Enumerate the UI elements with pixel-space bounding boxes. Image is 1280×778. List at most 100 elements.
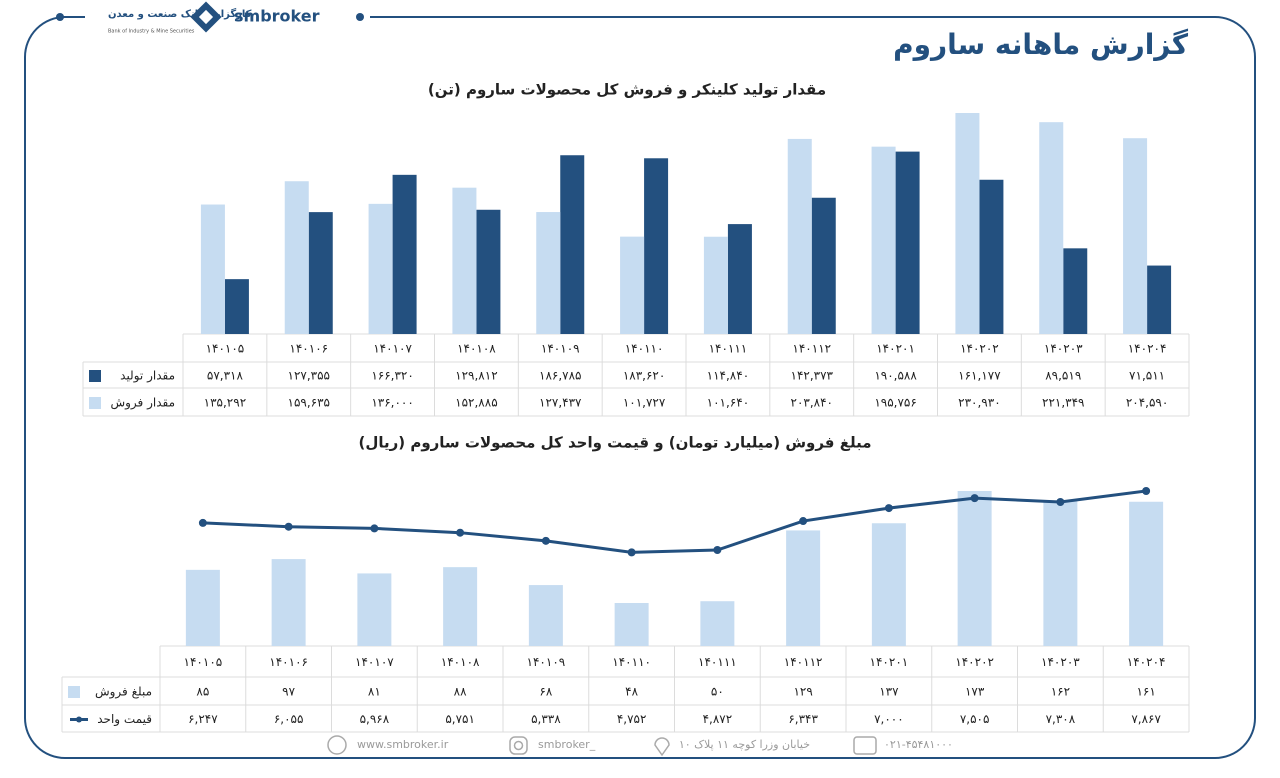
line-point <box>1056 498 1065 507</box>
value-label: ۷,۰۰۰ <box>874 712 904 726</box>
bar <box>528 585 563 646</box>
bar <box>1043 500 1078 646</box>
value-label: ۲۲۱,۳۴۹ <box>1042 396 1085 410</box>
bar <box>185 569 220 646</box>
bar <box>200 204 225 334</box>
value-label: ۵۷,۳۱۸ <box>207 369 244 383</box>
instagram: smbroker_ <box>538 738 596 751</box>
category-label: ۱۴۰۱۰۹ <box>541 342 580 356</box>
category-label: ۱۴۰۱۱۰ <box>625 342 664 356</box>
bar <box>452 187 477 334</box>
value-label: ۱۹۵,۷۵۶ <box>874 396 917 410</box>
value-label: ۱۱۴,۸۴۰ <box>707 369 750 383</box>
bar <box>392 174 417 334</box>
value-label: ۵,۷۵۱ <box>445 712 475 726</box>
bar <box>811 197 836 334</box>
value-label: ۱۰۱,۷۲۷ <box>623 396 666 410</box>
dot <box>356 13 364 21</box>
bar <box>614 602 649 646</box>
bar <box>727 224 752 334</box>
category-label: ۱۴۰۲۰۳ <box>1041 655 1080 669</box>
legend-swatch <box>89 397 101 409</box>
category-label: ۱۴۰۱۰۶ <box>269 655 308 669</box>
website: www.smbroker.ir <box>357 738 449 751</box>
line-point <box>541 536 550 545</box>
bar <box>979 179 1004 334</box>
value-label: ۶,۰۵۵ <box>274 712 304 726</box>
legend-swatch <box>76 716 82 723</box>
brand: smbroker <box>234 7 320 26</box>
value-label: ۱۳۷ <box>879 685 899 699</box>
value-label: ۱۲۷,۳۵۵ <box>288 369 331 383</box>
bar <box>271 559 306 646</box>
value-label: ۱۵۹,۶۳۵ <box>288 396 331 410</box>
bar <box>644 158 669 334</box>
legend-label: مقدار فروش <box>110 396 175 411</box>
value-label: ۱۶۱ <box>1136 685 1155 699</box>
value-label: ۱۳۵,۲۹۲ <box>204 396 247 410</box>
value-label: ۵,۳۳۸ <box>531 712 561 726</box>
bar <box>560 155 585 334</box>
bar <box>700 601 735 646</box>
bar <box>620 236 645 334</box>
bank-name-en: Bank of Industry & Mine Securities <box>108 29 195 35</box>
category-label: ۱۴۰۲۰۲ <box>960 342 999 356</box>
bar <box>871 146 896 334</box>
category-label: ۱۴۰۱۱۱ <box>709 342 748 356</box>
phone: ۰۲۱-۴۵۴۸۱۰۰۰ <box>884 738 953 751</box>
value-label: ۴,۷۵۲ <box>617 712 647 726</box>
value-label: ۱۲۹,۸۱۲ <box>455 369 498 383</box>
bar <box>955 113 980 334</box>
bar <box>1129 501 1164 646</box>
bar <box>1147 265 1172 334</box>
bar <box>1063 248 1088 334</box>
legend-label: مبلغ فروش <box>95 685 152 700</box>
page-title: گزارش ماهانه ساروم <box>893 28 1189 61</box>
category-label: ۱۴۰۱۱۲ <box>792 342 831 356</box>
value-label: ۷,۵۰۵ <box>960 712 990 726</box>
line-point <box>970 494 979 503</box>
category-label: ۱۴۰۱۱۰ <box>612 655 651 669</box>
category-label: ۱۴۰۲۰۲ <box>955 655 994 669</box>
line-point <box>284 522 293 531</box>
bank-name: کارگزاری بانک صنعت و معدن <box>108 7 252 20</box>
bar <box>224 279 249 334</box>
bar <box>1123 138 1148 334</box>
address: خیابان وزرا کوچه ۱۱ پلاک ۱۰ <box>679 738 810 751</box>
category-label: ۱۴۰۱۰۷ <box>373 342 412 356</box>
value-label: ۸۱ <box>368 685 381 699</box>
legend-label: قیمت واحد <box>97 712 152 727</box>
line-point <box>456 528 465 537</box>
legend-swatch <box>68 686 80 698</box>
bar <box>368 203 393 334</box>
value-label: ۶۸ <box>539 685 552 699</box>
category-label: ۱۴۰۱۰۵ <box>184 655 223 669</box>
category-label: ۱۴۰۱۰۸ <box>457 342 496 356</box>
bar <box>308 212 333 334</box>
line-point <box>198 518 207 527</box>
bar <box>871 523 906 646</box>
bar <box>476 209 501 334</box>
category-label: ۱۴۰۲۰۱ <box>870 655 909 669</box>
line-point <box>713 546 722 555</box>
value-label: ۸۹,۵۱۹ <box>1045 369 1081 383</box>
value-label: ۸۸ <box>454 685 467 699</box>
category-label: ۱۴۰۱۰۷ <box>355 655 394 669</box>
bar <box>786 530 821 646</box>
bar <box>536 212 561 334</box>
bar <box>1039 122 1064 335</box>
value-label: ۶,۲۴۷ <box>188 712 218 726</box>
bar <box>443 567 478 646</box>
value-label: ۷۱,۵۱۱ <box>1129 369 1165 383</box>
category-label: ۱۴۰۱۰۶ <box>289 342 328 356</box>
value-label: ۲۰۳,۸۴۰ <box>791 396 834 410</box>
bar <box>787 138 812 334</box>
value-label: ۱۵۲,۸۸۵ <box>455 396 498 410</box>
bar <box>895 151 920 334</box>
category-label: ۱۴۰۱۱۲ <box>784 655 823 669</box>
category-label: ۱۴۰۱۱۱ <box>698 655 737 669</box>
value-label: ۲۳۰,۹۳۰ <box>958 396 1001 410</box>
value-label: ۶,۳۴۳ <box>788 712 818 726</box>
category-label: ۱۴۰۱۰۸ <box>441 655 480 669</box>
